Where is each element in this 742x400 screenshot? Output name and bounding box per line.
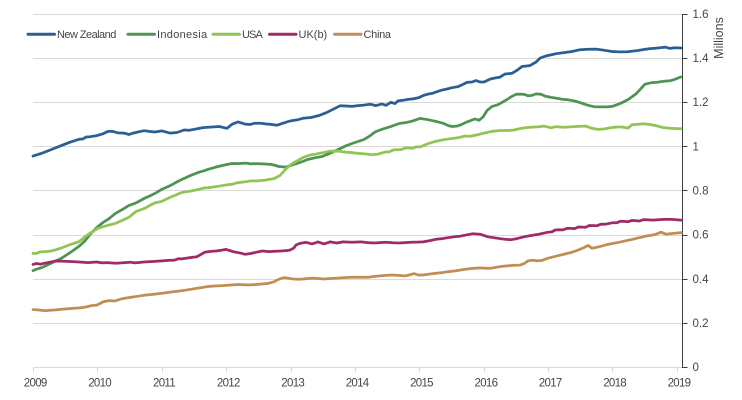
svg-text:0.8: 0.8 [693,186,709,198]
svg-text:Indonesia: Indonesia [157,29,208,41]
svg-text:1.4: 1.4 [693,53,710,65]
svg-text:2015: 2015 [410,378,433,390]
svg-text:2018: 2018 [603,378,626,390]
svg-text:0: 0 [693,362,699,374]
svg-text:China: China [364,29,392,41]
svg-text:2010: 2010 [88,378,111,390]
svg-text:0.6: 0.6 [693,230,709,242]
svg-text:2009: 2009 [24,378,47,390]
svg-text:2017: 2017 [539,378,562,390]
svg-text:2011: 2011 [153,378,175,390]
svg-text:2019: 2019 [668,378,691,390]
svg-text:0.2: 0.2 [693,318,709,330]
svg-text:2016: 2016 [475,378,498,390]
svg-text:2012: 2012 [217,378,240,390]
svg-text:0.4: 0.4 [693,274,710,286]
svg-text:2013: 2013 [281,378,304,390]
svg-text:New Zealand: New Zealand [57,29,116,41]
svg-text:2014: 2014 [346,378,370,390]
svg-text:Millions: Millions [712,17,726,59]
svg-text:1: 1 [693,141,699,153]
svg-text:1.2: 1.2 [693,97,709,109]
svg-text:UK(b): UK(b) [299,29,328,41]
svg-text:1.6: 1.6 [693,9,709,21]
svg-text:USA: USA [242,29,263,41]
